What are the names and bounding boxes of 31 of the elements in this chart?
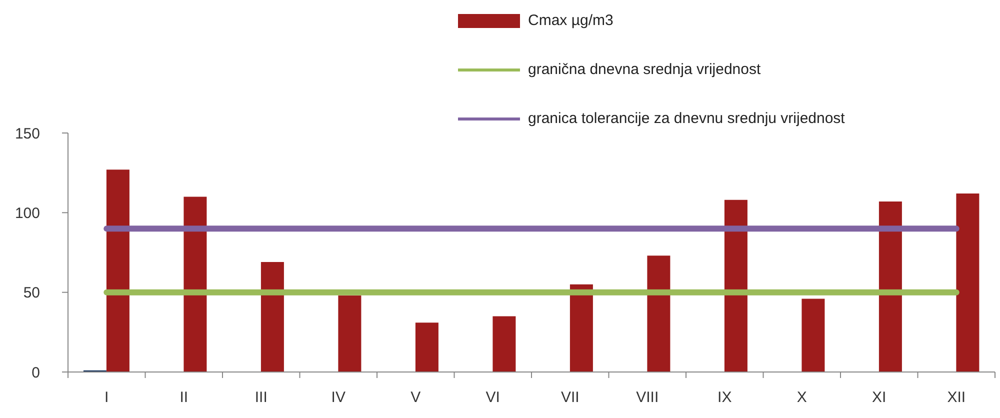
bar [724,200,748,372]
x-tick-label: I [104,389,109,406]
legend-label: Cmax µg/m3 [528,12,614,29]
x-tick-label: IV [331,389,346,406]
bar [184,196,207,372]
x-tick-label: IX [718,389,732,406]
y-tick-label: 50 [23,284,40,302]
x-tick-label: III [254,389,268,406]
bar [260,262,284,372]
bar [956,194,980,372]
x-tick-label: V [410,389,421,406]
bar [802,298,825,372]
x-tick-label: VI [486,389,500,406]
x-tick-label: XII [947,389,966,406]
bar [106,170,130,372]
x-tick-label: X [796,389,807,406]
y-tick-label: 100 [14,204,40,222]
bar [570,284,593,372]
x-tick-label: VII [560,389,580,406]
bar [415,322,438,372]
bar [647,256,670,372]
legend-label: granica tolerancije za dnevnu srednju vrijednost [528,110,845,127]
bar [492,316,516,372]
bar [338,296,362,372]
legend-label: granična dnevna srednja vrijednost [528,61,761,78]
y-tick-label: 0 [32,364,40,382]
bar [878,202,902,372]
y-tick-label: 150 [14,125,40,142]
x-tick-label: VIII [636,389,659,406]
x-tick-label: II [180,389,188,406]
x-tick-label: XI [872,389,886,406]
